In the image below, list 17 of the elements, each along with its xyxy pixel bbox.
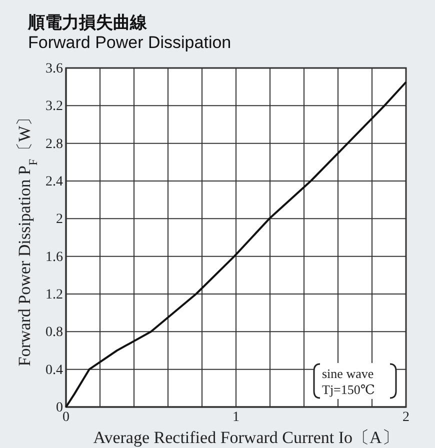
y-tick-label: 2.8 (46, 136, 63, 152)
annotation: sine wave (322, 366, 374, 381)
y-tick-label: 1.6 (46, 250, 63, 265)
x-axis-title: Average Rectified Forward Current Io〔A〕 (93, 428, 399, 447)
x-tick-label: 1 (232, 410, 240, 425)
y-tick-label: 3.2 (46, 99, 63, 114)
chart-title: 順電力損失曲線 (27, 13, 148, 32)
y-tick-label: 2 (56, 212, 63, 228)
y-tick-label: 0.8 (46, 325, 63, 340)
y-tick-label: 1.2 (46, 287, 63, 302)
annotation: Tj=150℃ (322, 382, 375, 397)
chart-subtitle: Forward Power Dissipation (28, 33, 232, 52)
y-tick-label: 2.4 (46, 174, 63, 190)
y-tick-label: 0.4 (46, 362, 63, 378)
x-tick-label: 2 (402, 410, 410, 425)
y-tick-label: 0 (56, 400, 63, 416)
y-tick-label: 3.6 (46, 61, 63, 76)
